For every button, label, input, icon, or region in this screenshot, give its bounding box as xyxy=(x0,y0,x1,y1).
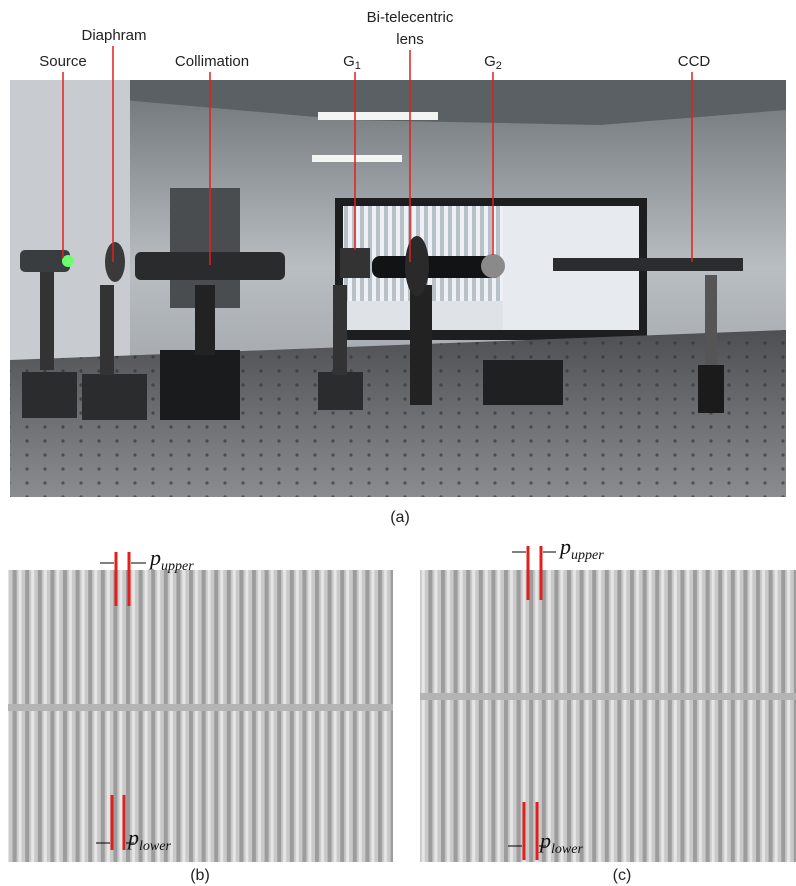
label: G1 xyxy=(343,53,361,72)
post xyxy=(698,365,724,413)
period-subscript: lower xyxy=(139,839,171,854)
label: lens xyxy=(396,31,424,48)
label-text: G xyxy=(343,53,355,70)
label: Source xyxy=(39,53,87,70)
label-subscript: 2 xyxy=(496,60,502,72)
period-symbol: p xyxy=(148,545,161,570)
light xyxy=(318,112,438,120)
post xyxy=(333,285,347,375)
lens-mount xyxy=(405,236,429,296)
caption: (a) xyxy=(390,509,410,526)
diaphragm xyxy=(105,242,125,282)
period-subscript: lower xyxy=(551,842,583,857)
fringe-image xyxy=(420,570,796,862)
label: Diaphram xyxy=(81,27,146,44)
caption: (c) xyxy=(613,867,632,884)
period-subscript: upper xyxy=(571,548,604,563)
photo xyxy=(10,80,786,497)
period-label: pupper xyxy=(148,545,194,574)
fringe-pattern xyxy=(8,570,393,862)
label-text: G xyxy=(484,53,496,70)
seam xyxy=(420,693,796,700)
stage xyxy=(160,350,240,420)
fringe-pattern xyxy=(420,570,796,862)
post xyxy=(410,285,432,405)
seam xyxy=(8,704,393,711)
figure: Source Diaphram Collimation G1 Bi-telece… xyxy=(0,0,796,886)
label-subscript: 1 xyxy=(355,60,361,72)
label: CCD xyxy=(678,53,711,70)
magnetic-base xyxy=(22,372,77,418)
laser-spot xyxy=(62,255,74,267)
period-label: pupper xyxy=(558,534,604,563)
period-subscript: upper xyxy=(161,559,194,574)
post xyxy=(195,285,215,355)
light xyxy=(312,155,402,162)
label: Collimation xyxy=(175,53,249,70)
post xyxy=(100,285,114,375)
grating-mount xyxy=(481,254,505,278)
period-symbol: p xyxy=(558,534,571,559)
ccd-camera xyxy=(553,258,743,271)
period-symbol: p xyxy=(538,828,551,853)
grating-mount xyxy=(340,248,370,278)
fringe-image xyxy=(8,570,393,862)
label: G2 xyxy=(484,53,502,72)
magnetic-base xyxy=(318,372,363,410)
stage xyxy=(483,360,563,405)
period-symbol: p xyxy=(126,825,139,850)
magnetic-base xyxy=(82,374,147,420)
label: Bi-telecentric xyxy=(367,9,454,26)
post xyxy=(40,270,54,370)
caption: (b) xyxy=(190,867,210,884)
post xyxy=(705,275,717,365)
